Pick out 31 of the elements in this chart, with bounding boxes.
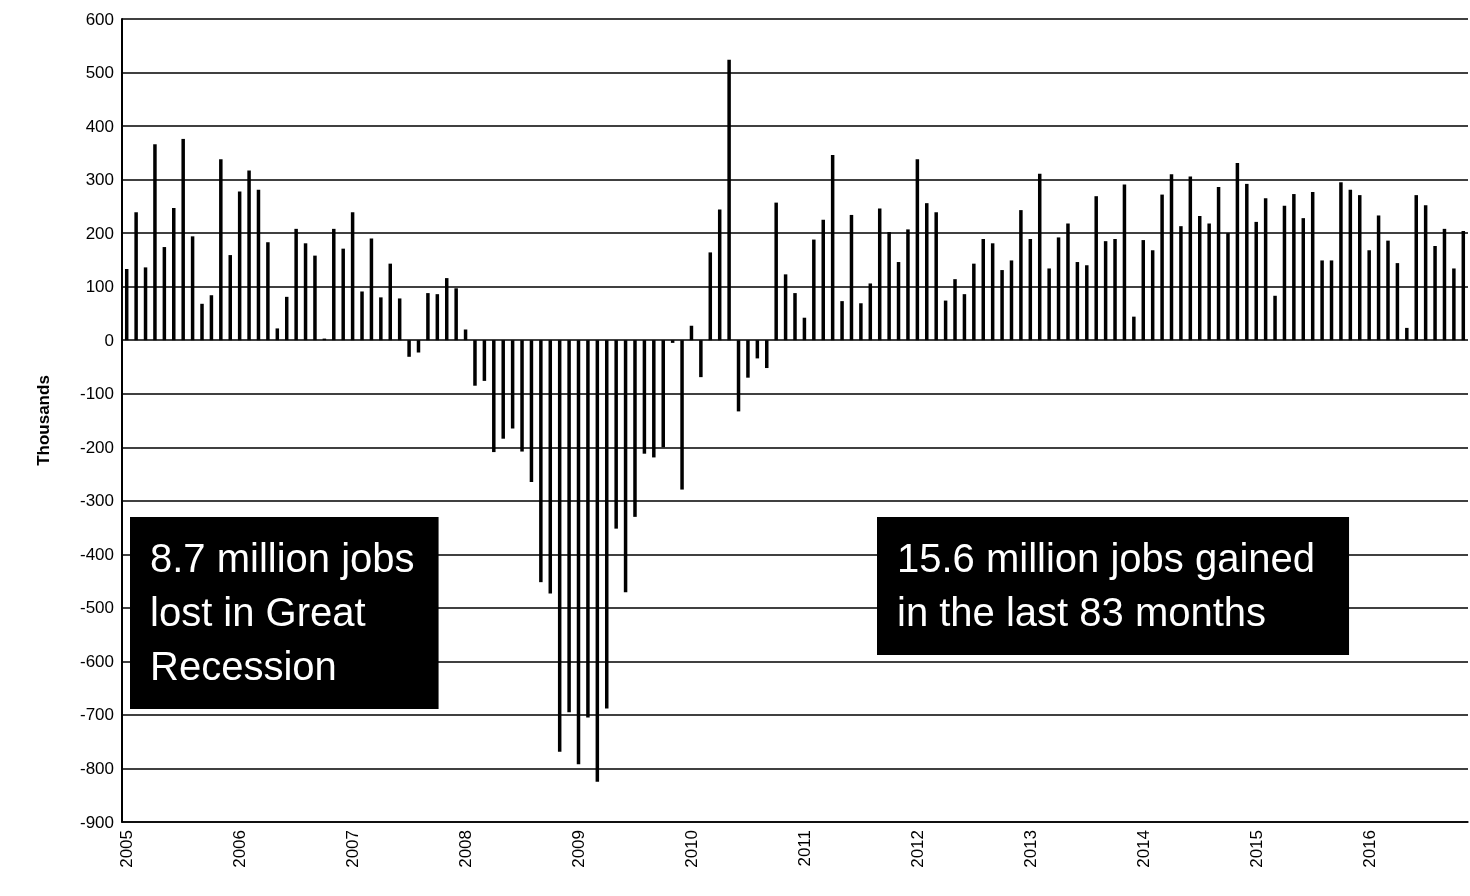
y-tick-label: -700 [79,705,114,725]
y-tick-label: 600 [85,9,114,29]
x-tick-label: 2014 [1133,830,1153,868]
x-tick-label: 2005 [117,830,137,868]
annotation: 15.6 million jobs gained in the last 83 months [897,536,1316,634]
y-tick-label: 0 [104,330,114,350]
x-tick-label: 2008 [456,830,476,868]
y-tick-label: -300 [79,491,114,511]
annotation: 8.7 million jobs lost in Great Recession [150,536,415,688]
y-tick-label: 100 [85,277,114,297]
y-tick-label: 200 [85,223,114,243]
x-tick-label: 2010 [681,830,701,868]
x-tick-label: 2015 [1246,830,1266,868]
y-tick-label: -900 [79,812,114,832]
x-tick-label: 2009 [569,830,589,868]
y-tick-label: -100 [79,384,114,404]
y-tick-label: -500 [79,598,114,618]
x-tick-label: 2011 [794,830,814,867]
x-tick-label: 2006 [230,830,250,868]
x-tick-label: 2012 [907,830,927,868]
y-tick-label: -400 [79,544,114,564]
x-tick-label: 2013 [1020,830,1040,868]
y-tick-label: -800 [79,758,114,778]
y-axis-title: Thousands [34,375,53,466]
y-tick-label: -600 [79,651,114,671]
x-tick-label: 2007 [343,830,363,868]
y-tick-label: -200 [79,437,114,457]
y-tick-label: 500 [85,63,114,83]
y-tick-label: 300 [85,170,114,190]
y-tick-label: 400 [85,116,114,136]
x-tick-label: 2016 [1359,830,1379,868]
